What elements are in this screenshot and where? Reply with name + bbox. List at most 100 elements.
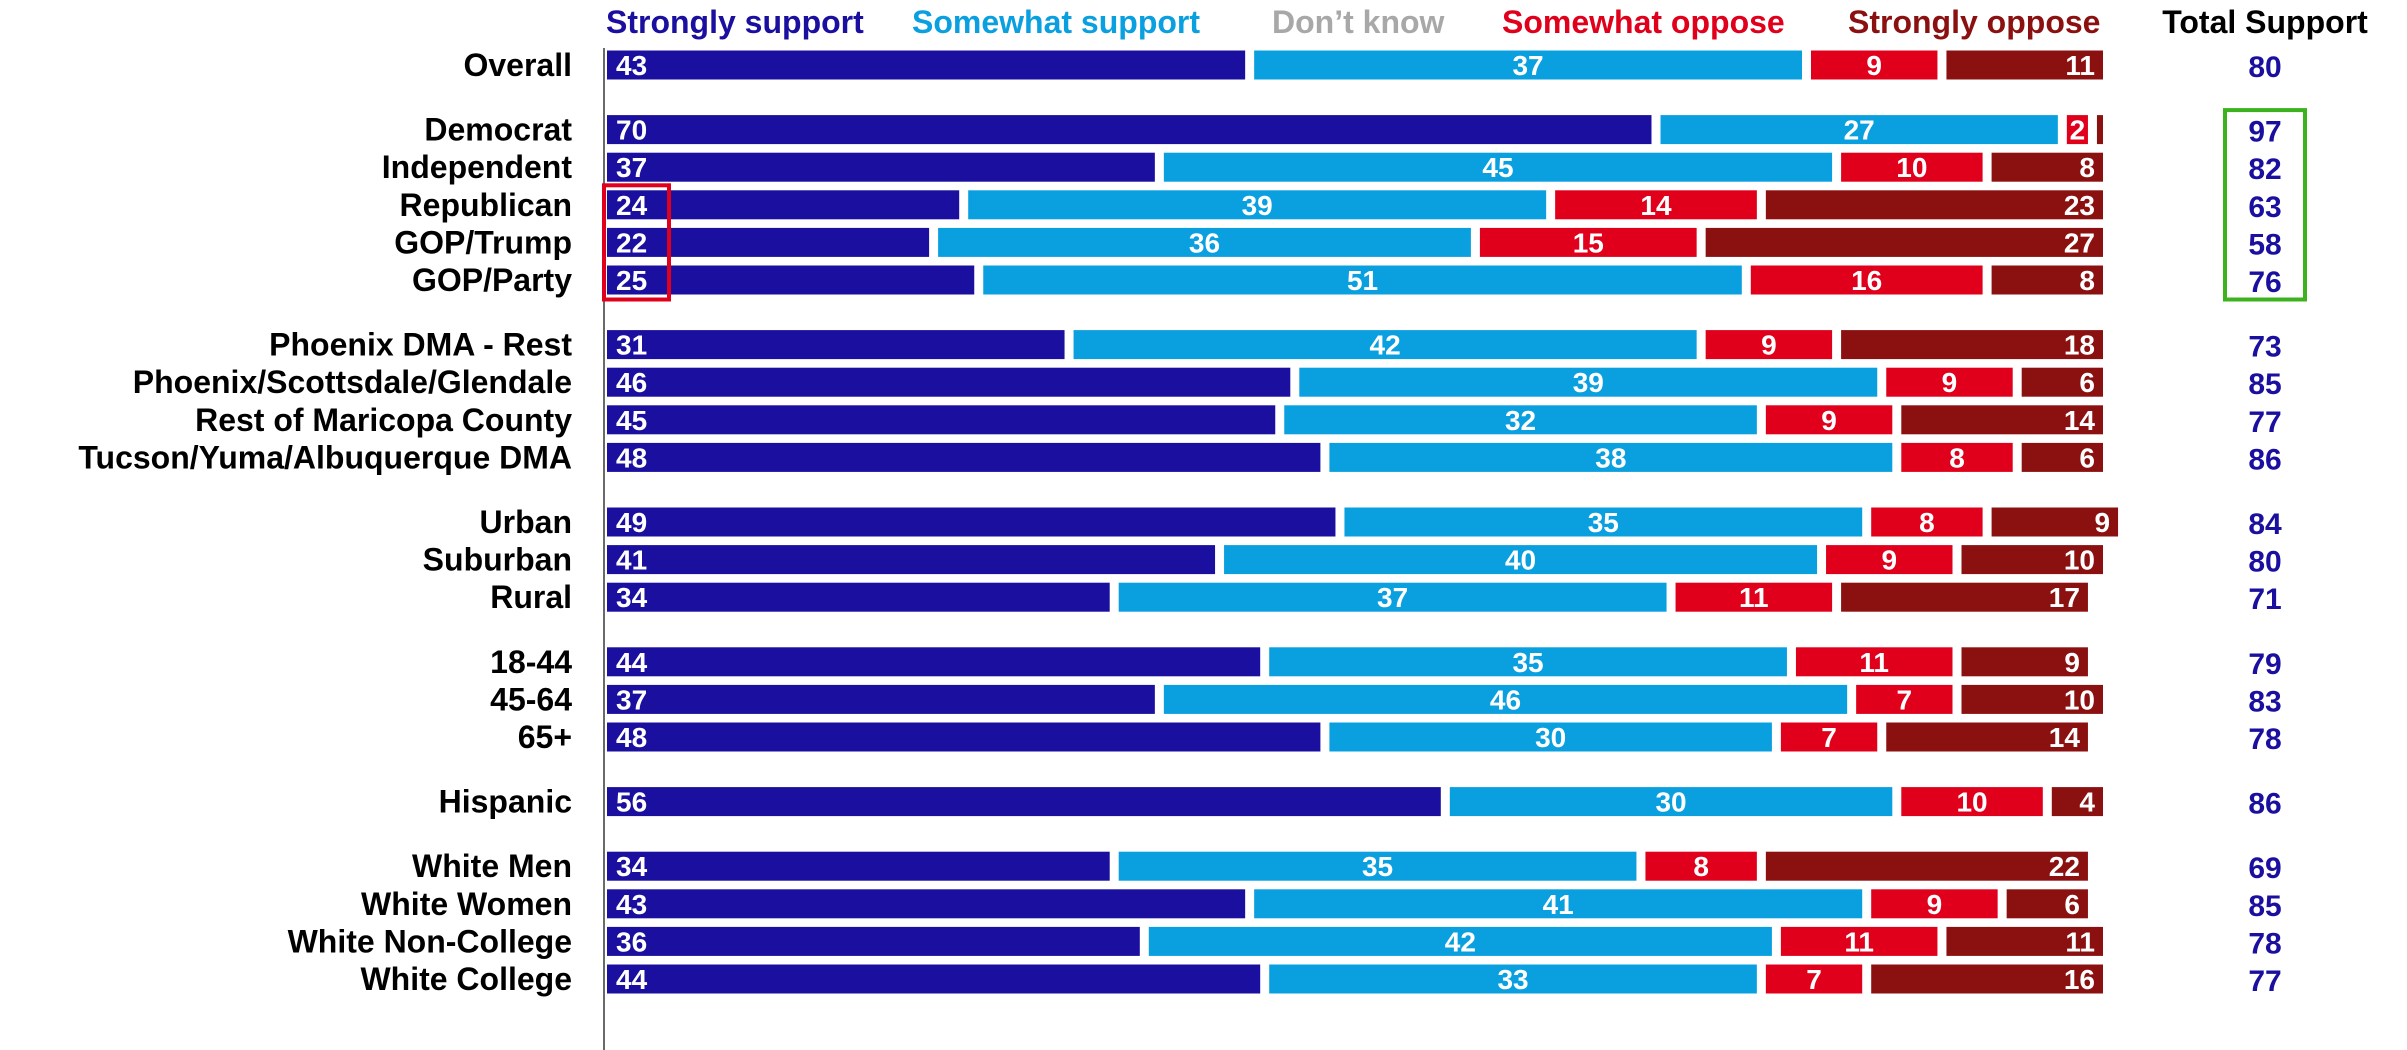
data-label: 18 xyxy=(2064,330,2095,361)
bar-somewhat-support xyxy=(1163,684,1848,714)
row-suburban: Suburban 41 40 9 10 80 xyxy=(423,542,2282,579)
bar-strongly-support xyxy=(607,152,1155,182)
data-label: 8 xyxy=(1949,442,1965,473)
data-label: 43 xyxy=(616,50,647,81)
bar-strongly-oppose xyxy=(2096,115,2103,145)
total-support-value: 85 xyxy=(2248,890,2281,923)
data-label: 42 xyxy=(1370,330,1401,361)
row-rural: Rural 34 37 11 17 71 xyxy=(490,579,2281,616)
data-label: 11 xyxy=(1739,582,1769,613)
bar-strongly-oppose xyxy=(1946,50,2103,80)
data-label: 35 xyxy=(1512,647,1543,678)
data-label: 36 xyxy=(616,926,647,957)
data-label: 37 xyxy=(616,152,647,183)
data-label: 30 xyxy=(1535,722,1566,753)
bar-somewhat-oppose xyxy=(1826,545,1953,575)
data-label: 6 xyxy=(2079,442,2095,473)
bar-strongly-support xyxy=(607,722,1321,752)
data-label: 9 xyxy=(2094,507,2110,538)
data-label: 7 xyxy=(1821,722,1837,753)
legend-item-strongly-support: Strongly support xyxy=(606,4,864,40)
bar-strongly-support xyxy=(607,330,1065,360)
bar-somewhat-oppose xyxy=(1765,964,1863,994)
row-label: Tucson/Yuma/Albuquerque DMA xyxy=(78,439,572,475)
row-tucson-yuma-albuquerque-dma: Tucson/Yuma/Albuquerque DMA 48 38 8 6 86 xyxy=(78,439,2281,476)
highlight-boxes xyxy=(602,108,2307,302)
bar-strongly-support xyxy=(607,265,975,295)
total-support-value: 80 xyxy=(2248,546,2281,579)
bar-somewhat-oppose xyxy=(1871,889,1998,919)
total-support-value: 78 xyxy=(2248,927,2281,960)
bar-strongly-oppose xyxy=(1961,684,2103,714)
data-label: 24 xyxy=(616,190,648,221)
data-label: 14 xyxy=(2064,405,2096,436)
data-label: 39 xyxy=(1242,190,1273,221)
row-label: 45-64 xyxy=(490,681,572,717)
data-label: 17 xyxy=(2049,582,2080,613)
data-label: 49 xyxy=(616,507,647,538)
bar-strongly-oppose xyxy=(1946,926,2103,956)
data-label: 10 xyxy=(1896,152,1927,183)
data-label: 14 xyxy=(1640,190,1672,221)
row-rest-of-maricopa-county: Rest of Maricopa County 45 32 9 14 77 xyxy=(195,402,2282,439)
bar-somewhat-support xyxy=(1163,152,1833,182)
data-label: 9 xyxy=(1761,330,1777,361)
bar-strongly-support xyxy=(607,582,1110,612)
row-label: Urban xyxy=(480,504,572,540)
row-gop-party: GOP/Party 25 51 16 8 76 xyxy=(412,262,2282,299)
bar-somewhat-oppose xyxy=(1886,367,2013,397)
bar-strongly-oppose xyxy=(1961,545,2103,575)
data-label: 46 xyxy=(1490,684,1521,715)
bar-somewhat-oppose xyxy=(1780,926,1938,956)
row-label: Phoenix/Scottsdale/Glendale xyxy=(133,364,572,400)
data-label: 34 xyxy=(616,582,648,613)
data-label: 9 xyxy=(1821,405,1837,436)
bar-strongly-oppose xyxy=(2021,442,2103,472)
total-support-value: 71 xyxy=(2248,583,2281,616)
bar-strongly-support xyxy=(607,115,1652,145)
row-label: GOP/Party xyxy=(412,262,572,298)
total-support-value: 77 xyxy=(2248,965,2281,998)
data-label: 45 xyxy=(1482,152,1513,183)
bar-somewhat-support xyxy=(983,265,1742,295)
bar-strongly-oppose xyxy=(2051,787,2103,817)
bar-somewhat-support xyxy=(1329,722,1772,752)
bar-strongly-support xyxy=(607,787,1441,817)
bar-strongly-oppose xyxy=(1886,722,2088,752)
bar-strongly-oppose xyxy=(2006,889,2088,919)
row-white-college: White College 44 33 7 16 77 xyxy=(360,961,2281,998)
bar-somewhat-support xyxy=(968,190,1547,220)
row-18-44: 18-44 44 35 11 9 79 xyxy=(490,644,2282,681)
row-65: 65+ 48 30 7 14 78 xyxy=(518,719,2282,756)
row-label: Independent xyxy=(382,149,573,185)
legend-item-somewhat-oppose: Somewhat oppose xyxy=(1502,4,1785,40)
row-label: 65+ xyxy=(518,719,572,755)
bar-somewhat-oppose xyxy=(1901,787,2043,817)
data-label: 9 xyxy=(1881,545,1897,576)
row-label: Overall xyxy=(463,47,572,83)
total-support-header: Total Support xyxy=(2162,4,2368,40)
row-45-64: 45-64 37 46 7 10 83 xyxy=(490,681,2282,718)
data-label: 8 xyxy=(2079,152,2095,183)
data-label: 8 xyxy=(1919,507,1935,538)
bar-somewhat-support xyxy=(1254,50,1802,80)
data-label: 9 xyxy=(1942,367,1958,398)
total-support-value: 83 xyxy=(2248,685,2281,718)
data-label: 37 xyxy=(1512,50,1543,81)
data-label: 34 xyxy=(616,851,648,882)
bar-strongly-support xyxy=(607,405,1276,435)
bar-somewhat-oppose xyxy=(2066,115,2088,145)
data-label: 37 xyxy=(1377,582,1408,613)
bar-somewhat-support xyxy=(1344,507,1863,537)
total-support-value: 58 xyxy=(2248,228,2281,261)
bar-strongly-support xyxy=(607,851,1110,881)
total-support-value: 82 xyxy=(2248,153,2281,186)
bar-somewhat-oppose xyxy=(1675,582,1833,612)
bar-strongly-support xyxy=(607,889,1246,919)
data-label: 16 xyxy=(2064,964,2095,995)
data-label: 11 xyxy=(1844,926,1874,957)
bar-somewhat-oppose xyxy=(1856,684,1953,714)
bar-strongly-oppose xyxy=(1991,265,2103,295)
data-label: 45 xyxy=(616,405,647,436)
total-support-value: 86 xyxy=(2248,443,2281,476)
